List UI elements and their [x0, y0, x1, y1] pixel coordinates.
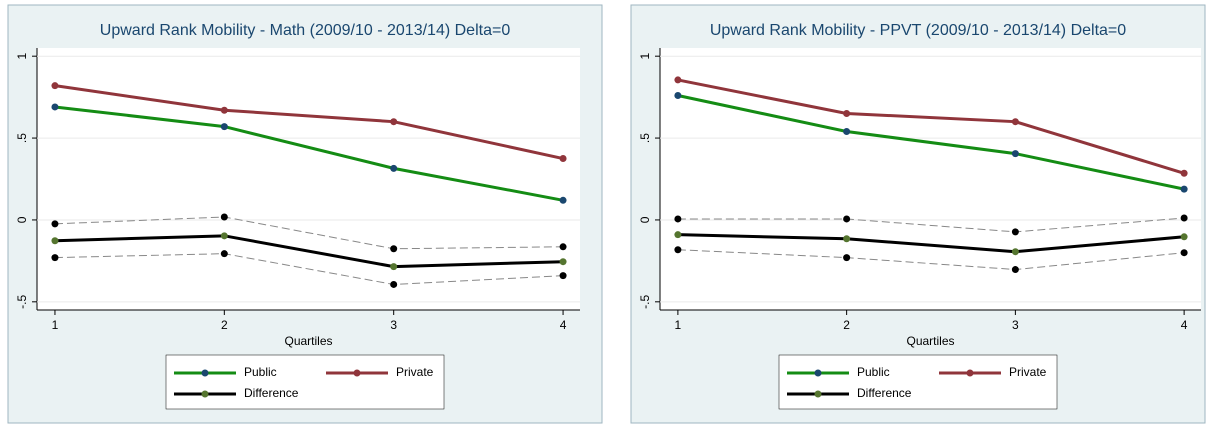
legend-marker: [353, 369, 361, 377]
data-point: [674, 91, 682, 99]
legend-marker: [201, 369, 209, 377]
data-point: [1011, 266, 1019, 274]
legend-marker: [966, 369, 974, 377]
data-point: [674, 231, 682, 239]
y-tick-label: 0: [15, 216, 29, 223]
chart-title: Upward Rank Mobility - Math (2009/10 - 2…: [100, 22, 511, 39]
data-point: [843, 215, 851, 223]
data-point: [51, 103, 59, 111]
data-point: [390, 263, 398, 271]
x-tick-label: 1: [52, 318, 59, 332]
data-point: [843, 254, 851, 262]
plot-area: [37, 48, 580, 310]
series-line: [677, 94, 1185, 191]
data-point: [559, 243, 567, 251]
legend-label: Difference: [244, 386, 299, 400]
x-tick-label: 3: [1012, 318, 1019, 332]
chart-panel: Upward Rank Mobility - Math (2009/10 - 2…: [7, 4, 603, 424]
x-axis-label: Quartiles: [284, 334, 332, 348]
data-point: [390, 164, 398, 172]
y-tick-label: 1: [638, 53, 652, 60]
x-tick-label: 2: [843, 318, 850, 332]
data-point: [559, 155, 567, 163]
data-point: [1180, 233, 1188, 241]
series-line: [54, 105, 564, 202]
y-tick-label: 1: [15, 53, 29, 60]
data-point: [1011, 118, 1019, 126]
legend-label: Private: [1009, 365, 1047, 379]
y-tick-label: .5: [638, 133, 652, 143]
data-point: [1180, 169, 1188, 177]
data-point: [390, 280, 398, 288]
data-point: [674, 215, 682, 223]
data-point: [220, 213, 228, 221]
legend-label: Private: [396, 365, 434, 379]
series-line: [54, 84, 564, 160]
legend: [165, 354, 445, 410]
data-point: [674, 76, 682, 84]
data-point: [843, 128, 851, 136]
x-tick-label: 3: [390, 318, 397, 332]
data-point: [220, 232, 228, 240]
data-point: [390, 118, 398, 126]
legend-marker: [814, 369, 822, 377]
y-tick-label: .5: [15, 133, 29, 143]
plot-area: [660, 48, 1201, 310]
series-line: [54, 234, 564, 269]
series-line: [54, 216, 564, 250]
y-tick-label: -.5: [638, 294, 652, 308]
data-point: [843, 235, 851, 243]
data-point: [51, 82, 59, 90]
data-point: [51, 220, 59, 228]
series-line: [677, 233, 1185, 254]
data-point: [220, 106, 228, 114]
chart-panel: Upward Rank Mobility - PPVT (2009/10 - 2…: [630, 4, 1206, 424]
series-line: [54, 253, 564, 285]
series-line: [677, 78, 1185, 175]
x-tick-label: 2: [221, 318, 228, 332]
x-tick-label: 1: [675, 318, 682, 332]
data-point: [1180, 214, 1188, 222]
data-point: [51, 254, 59, 262]
legend-label: Difference: [857, 386, 912, 400]
legend-marker: [814, 390, 822, 398]
data-point: [559, 272, 567, 280]
legend-label: Public: [244, 365, 277, 379]
legend-label: Public: [857, 365, 890, 379]
x-tick-label: 4: [1181, 318, 1188, 332]
x-axis-label: Quartiles: [906, 334, 954, 348]
legend-marker: [201, 390, 209, 398]
data-point: [559, 196, 567, 204]
data-point: [1011, 248, 1019, 256]
data-point: [1011, 228, 1019, 236]
x-tick-label: 4: [560, 318, 567, 332]
data-point: [51, 237, 59, 245]
data-point: [220, 250, 228, 258]
series-line: [677, 217, 1185, 233]
data-point: [1180, 249, 1188, 257]
data-point: [1180, 185, 1188, 193]
data-point: [843, 110, 851, 117]
y-tick-label: -.5: [15, 294, 29, 308]
data-point: [220, 123, 228, 131]
data-point: [390, 245, 398, 253]
legend: [778, 354, 1058, 410]
data-point: [1011, 150, 1019, 158]
data-point: [559, 258, 567, 266]
series-line: [677, 249, 1185, 271]
y-tick-label: 0: [638, 216, 652, 223]
chart-title: Upward Rank Mobility - PPVT (2009/10 - 2…: [710, 22, 1126, 39]
data-point: [674, 246, 682, 254]
